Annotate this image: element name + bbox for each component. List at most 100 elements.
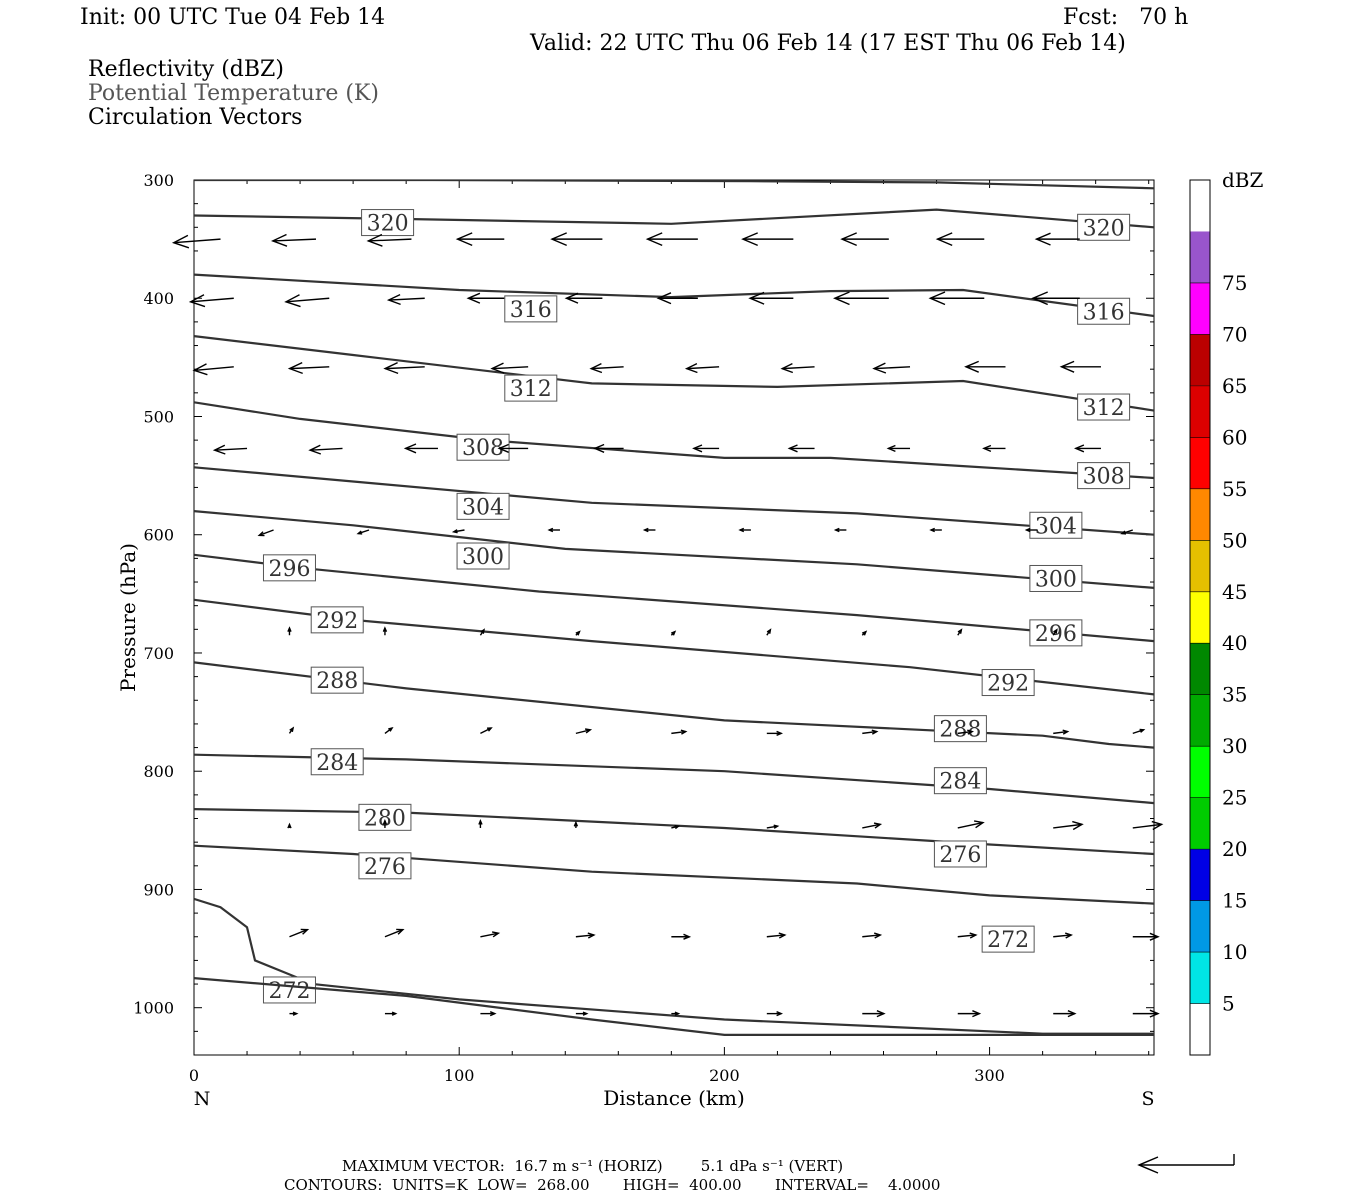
contour-line-288-9 [194,661,1154,749]
y-axis-label: Pressure (hPa) [116,543,140,692]
circulation-vector-head [589,362,603,374]
circulation-vector [285,297,330,303]
circulation-vector-head [972,1010,982,1018]
contour-label-292: 292 [316,609,358,634]
contour-label-312: 312 [510,377,552,402]
circulation-vector-head [876,1010,886,1018]
colorbar-label: dBZ [1222,168,1264,192]
contour-line-280-11 [194,808,1154,856]
circulation-vector-head [490,362,505,374]
circulation-vector [289,366,330,370]
circulation-vector [190,297,234,303]
circulation-vector-head [289,726,295,733]
contour-line-320-0 [194,180,1154,190]
x-end-label-left: N [194,1088,211,1110]
circulation-vector [591,366,624,370]
circulation-vector-head [738,527,745,533]
circulation-vector-head [270,233,288,247]
circulation-vector [258,529,274,537]
circulation-vector-head [1031,291,1048,306]
y-tick-label-500: 500 [143,407,174,426]
colorbar-level-65: 65 [1222,374,1247,398]
circulation-vector [272,238,317,242]
max-vector-note: MAXIMUM VECTOR: 16.7 m s⁻¹ (HORIZ) 5.1 d… [342,1157,844,1175]
contour-line-300-6 [194,510,1154,589]
colorbar-segment [1190,797,1210,850]
contour-label-box [1077,393,1131,421]
circulation-vector-head [1073,444,1085,453]
circulation-vector [1053,730,1068,735]
circulation-vector-head [300,928,310,935]
x-tick-label-100: 100 [444,1066,475,1085]
circulation-vector-head [964,360,979,373]
circulation-vector-head [451,529,458,534]
colorbar-segment [1190,591,1210,644]
circulation-vector-head [287,361,303,375]
y-tick-label-1000: 1000 [133,999,174,1018]
circulation-vector-head [587,932,596,939]
contour-line-304-5 [194,466,1154,536]
colorbar-segment [1190,180,1210,232]
circulation-vector-head [491,931,501,938]
circulation-vector-head [680,729,688,735]
colorbar-level-10: 10 [1222,940,1247,964]
colorbar-segment [1190,437,1210,489]
colorbar-level-60: 60 [1222,425,1247,449]
colorbar-segment [1190,334,1210,386]
circulation-vector-head [787,444,798,453]
circulation-vector-head [466,292,481,304]
y-tick-label-300: 300 [143,171,174,190]
y-tick-label-400: 400 [143,289,174,308]
colorbar-segment [1190,1003,1210,1055]
circulation-vector-head [873,822,883,829]
y-tick-label-800: 800 [143,762,174,781]
circulation-vector [1132,823,1162,829]
circulation-vector [173,238,221,244]
contour-label-box [504,295,558,323]
contour-line-316-2 [194,273,1154,318]
init-time: Init: 00 UTC Tue 04 Feb 14 [80,5,386,30]
contour-label-box [262,976,316,1004]
contour-line-276-12 [194,844,1154,905]
circulation-vector-head [388,726,394,732]
circulation-vector-head [674,1011,681,1016]
circulation-vector [480,727,492,735]
reference-vector-head [1137,1156,1159,1174]
circulation-vector-head [929,527,935,533]
contour-label-284: 284 [316,751,358,776]
circulation-vector-head [967,729,974,735]
colorbar-segment [1190,694,1210,747]
circulation-vector-head [1149,932,1160,941]
colorbar-level-30: 30 [1222,734,1247,758]
circulation-vector [388,297,425,301]
circulation-vector [384,928,404,938]
colorbar-level-70: 70 [1222,322,1247,346]
circulation-vector [873,366,911,370]
circulation-vector [862,823,881,829]
circulation-vector-head [582,1011,589,1016]
contour-label-272: 272 [268,979,310,1004]
circulation-vector-head [592,443,605,453]
circulation-vector-head [861,630,868,636]
contour-label-box [1029,511,1083,539]
colorbar-segment [1190,746,1210,798]
x-axis-label: Distance (km) [603,1086,745,1110]
circulation-vector [194,366,234,372]
colorbar-segment [1190,952,1210,1004]
circulation-vector-head [386,293,401,306]
circulation-vector-head [1062,729,1070,735]
colorbar-level-55: 55 [1222,477,1247,501]
circulation-vector-head [573,820,579,827]
circulation-vector [1053,823,1083,829]
circulation-vector-head [873,932,883,939]
contour-label-box [504,374,558,402]
colorbar-level-50: 50 [1222,528,1247,552]
circulation-vector-head [287,626,292,632]
circulation-vector-head [497,443,509,453]
colorbar-level-20: 20 [1222,837,1247,861]
contour-label-304: 304 [1035,514,1077,539]
contour-label-292: 292 [987,672,1029,697]
circulation-vector [957,821,984,829]
circulation-vector-head [391,1011,398,1016]
